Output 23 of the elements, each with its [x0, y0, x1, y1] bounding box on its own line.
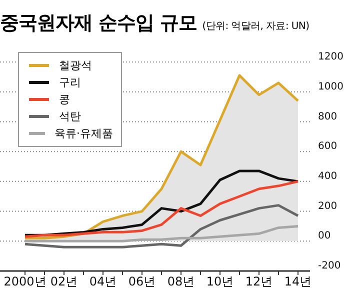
x-tick-label: 06년: [128, 274, 156, 289]
y-tick-label: 400: [318, 170, 338, 182]
x-tick-label: 10년: [206, 274, 234, 289]
x-tick-label: 12년: [245, 274, 273, 289]
legend-label: 철광석: [59, 58, 92, 73]
chart-title: 중국원자재 순수입 규모: [0, 11, 198, 36]
y-tick-label: 800: [318, 111, 338, 122]
y-tick-label: 600: [318, 141, 338, 152]
y-tick-label: 200: [318, 200, 338, 212]
legend-label: 육류·유제품: [54, 126, 113, 141]
x-tick-label: 14년: [284, 274, 312, 289]
y-tick-label: 1200: [318, 52, 344, 63]
y-tick-label: 00: [318, 230, 331, 242]
x-tick-label: 04년: [89, 274, 117, 289]
x-tick-label: 08년: [167, 274, 195, 289]
legend-label: 구리: [59, 75, 81, 90]
chart-subtitle: (단위: 억달러, 자료: UN): [202, 20, 310, 33]
x-tick-label: 2000년: [4, 274, 46, 289]
legend-label: 석탄: [59, 109, 81, 124]
y-tick-label: -200: [318, 260, 341, 272]
legend-label: 콩: [59, 92, 70, 107]
x-tick-label: 02년: [50, 274, 78, 289]
y-tick-label: 1000: [318, 81, 344, 92]
